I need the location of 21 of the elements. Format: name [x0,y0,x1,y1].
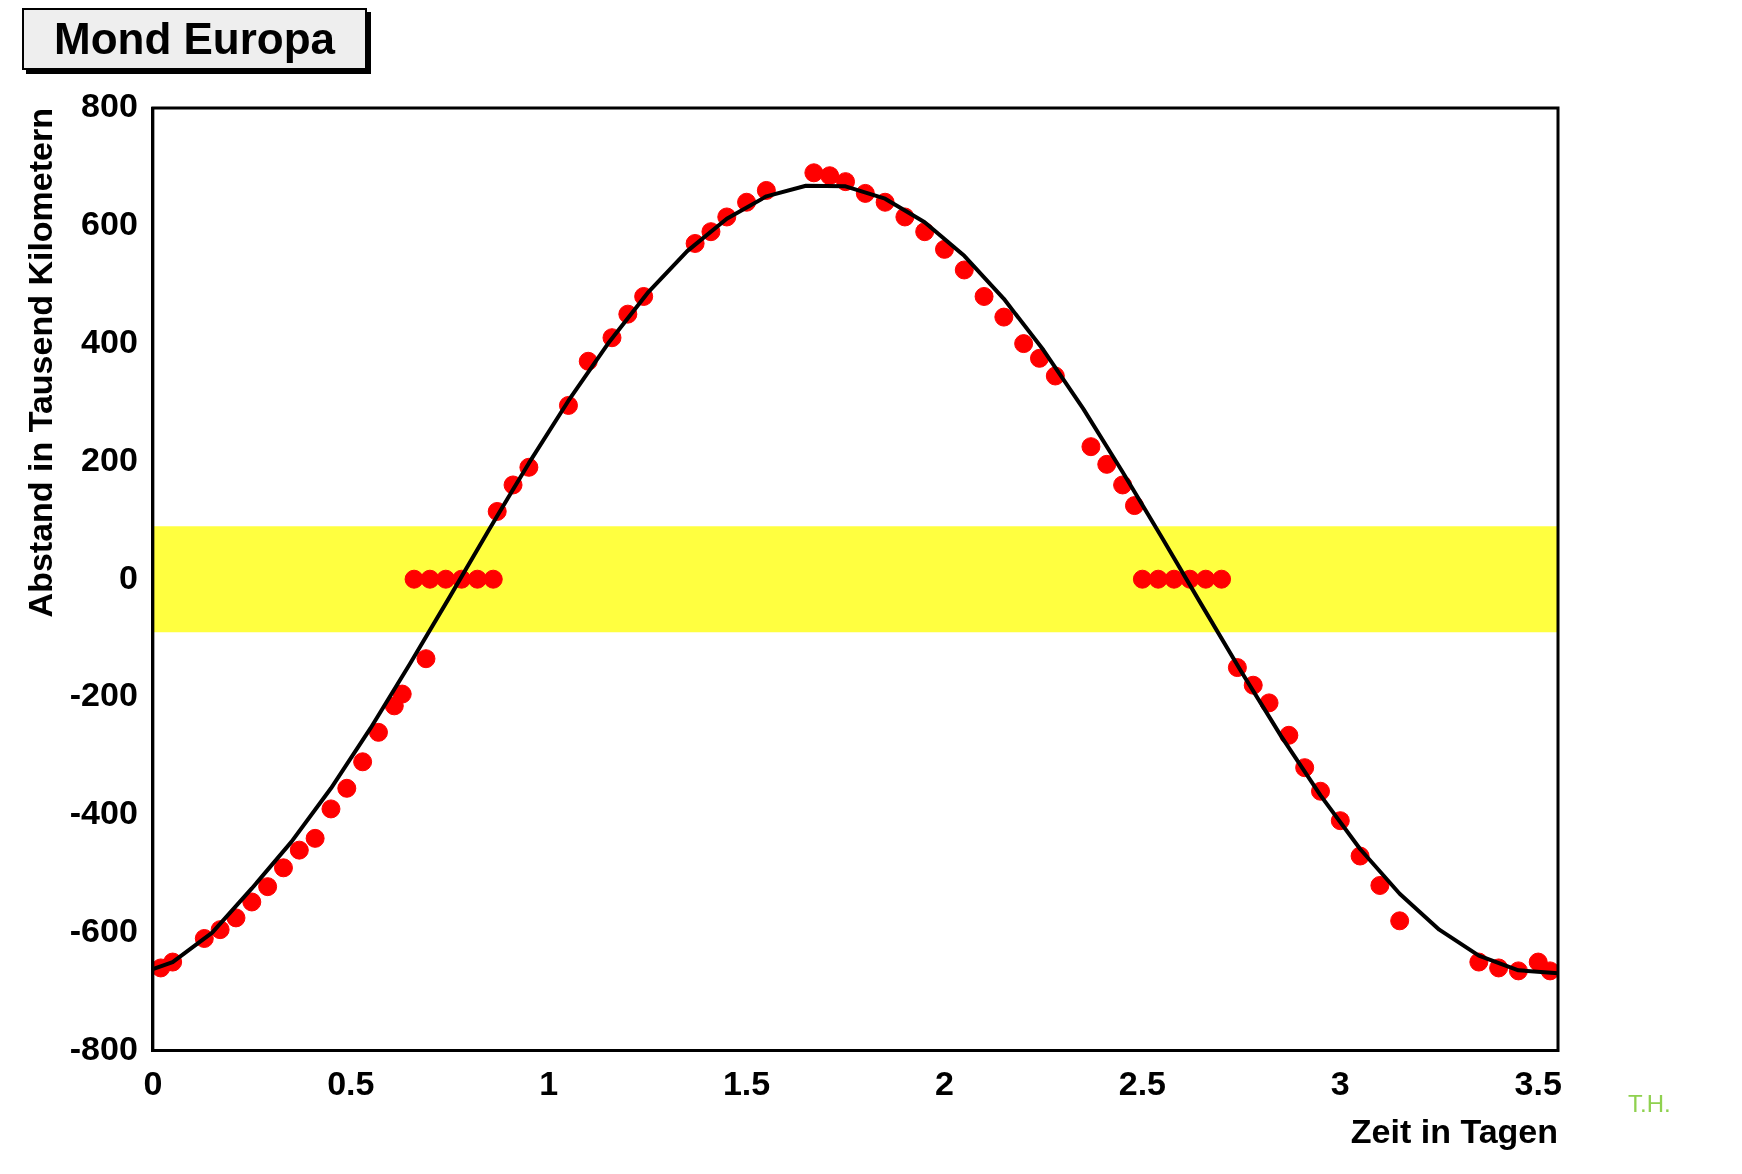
y-tick-label: -800 [69,1028,138,1067]
x-tick-label: 3 [1330,1064,1350,1103]
y-tick-label: 0 [118,557,138,596]
y-axis-title: Abstand in Tausend Kilometern [20,108,59,618]
x-tick-label: 0 [143,1064,163,1103]
y-tick-label: 200 [81,439,138,478]
y-tick-label: -400 [69,793,138,832]
x-tick-label: 0.5 [327,1064,375,1103]
y-tick-label: 600 [81,204,138,243]
y-tick-label: -200 [69,675,138,714]
text: T.H. [1628,1090,1671,1118]
y-tick-label: -600 [69,910,138,949]
x-tick-label: 1.5 [722,1064,771,1103]
x-tick-label: 1 [539,1064,559,1103]
chart-title: Mond Europa [22,8,368,70]
x-tick-label: 2 [935,1064,954,1103]
x-tick-label: 3.5 [1514,1064,1562,1103]
x-tick-label: 2.5 [1118,1064,1167,1103]
x-axis-title: Zeit in Tagen [1350,1111,1558,1150]
y-tick-label: 400 [81,321,138,360]
y-tick-label: 800 [81,86,138,125]
